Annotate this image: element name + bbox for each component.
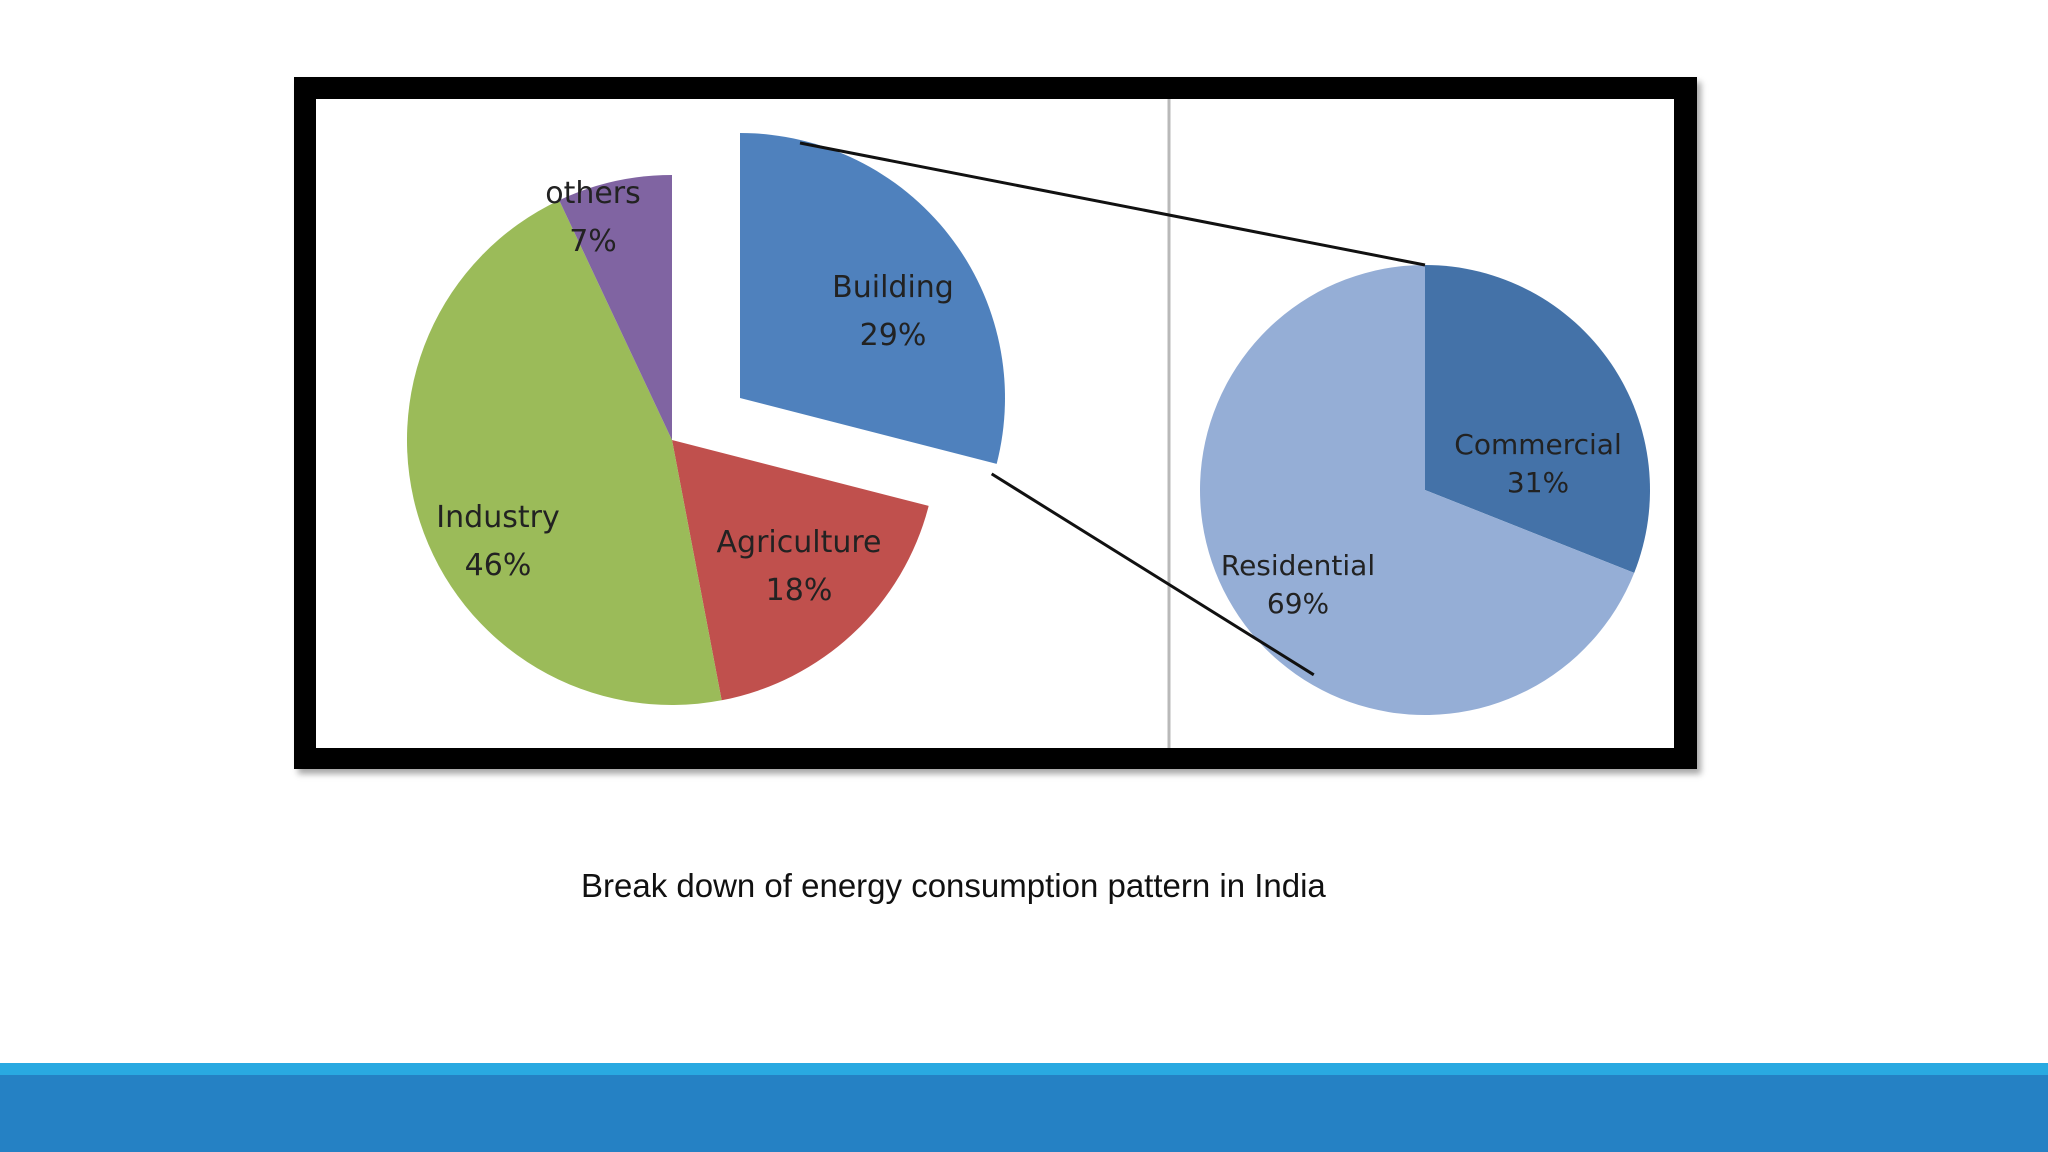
slice-industry <box>406 200 722 706</box>
slice-agriculture <box>672 440 929 701</box>
label-others-name: others <box>545 176 641 211</box>
label-others-value: 7% <box>569 224 617 259</box>
connector-line-bottom <box>990 472 1315 677</box>
label-residential-value: 69% <box>1267 587 1329 620</box>
slice-residential <box>1200 265 1635 715</box>
footer-bar <box>0 1075 2048 1152</box>
slice-others <box>559 175 672 440</box>
slice-building <box>740 133 1005 464</box>
label-commercial-name: Commercial <box>1454 428 1621 461</box>
label-building-value: 29% <box>860 318 927 353</box>
chart-frame: Building 29% Agriculture 18% Industry 46% othe… <box>294 77 1697 769</box>
pie-of-pie-chart: Building 29% Agriculture 18% Industry 46% othe… <box>406 99 1651 748</box>
label-industry-value: 46% <box>465 548 532 583</box>
label-agriculture-name: Agriculture <box>717 525 882 560</box>
caption-text: Break down of energy consumption pattern… <box>581 867 1326 904</box>
label-residential-name: Residential <box>1221 549 1375 582</box>
label-commercial-value: 31% <box>1507 466 1569 499</box>
footer-accent-stripe <box>0 1063 2048 1075</box>
label-building-name: Building <box>832 270 954 305</box>
label-agriculture-value: 18% <box>766 573 833 608</box>
slice-commercial <box>1425 265 1651 573</box>
label-industry-name: Industry <box>436 500 559 535</box>
chart-area: Building 29% Agriculture 18% Industry 46% othe… <box>316 99 1674 748</box>
connector-line-top <box>799 141 1426 267</box>
